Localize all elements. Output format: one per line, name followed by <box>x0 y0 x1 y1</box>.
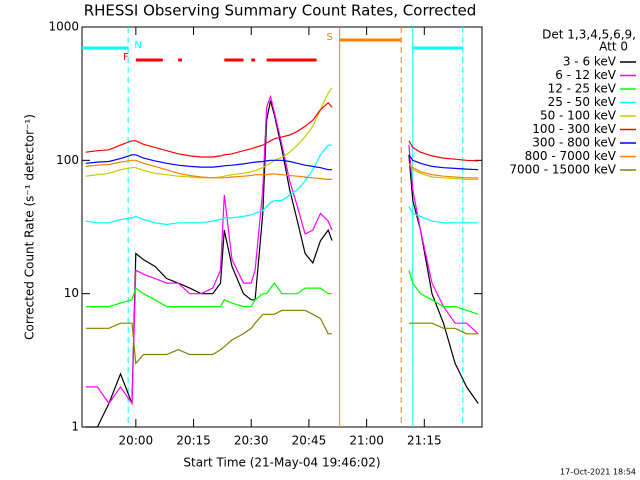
y-tick-label: 10 <box>64 286 79 300</box>
y-axis-label: Corrected Count Rate (s⁻¹ detector⁻¹) <box>23 114 37 340</box>
legend-label: 100 - 300 keV <box>532 122 616 136</box>
y-tick-label: 100 <box>56 153 79 167</box>
x-tick-label: 20:30 <box>234 434 269 448</box>
series-line <box>85 101 479 162</box>
y-tick-label: 1 <box>71 420 79 434</box>
x-tick-label: 20:00 <box>119 434 154 448</box>
legend-label: 3 - 6 keV <box>563 55 617 69</box>
legend-label: 800 - 7000 keV <box>525 149 617 163</box>
legend-header: Att 0 <box>599 40 628 54</box>
x-tick-label: 21:15 <box>407 434 442 448</box>
x-tick-label: 20:45 <box>292 434 327 448</box>
chart-title: RHESSI Observing Summary Count Rates, Co… <box>84 2 477 20</box>
legend-label: 12 - 25 keV <box>548 82 617 96</box>
legend-label: 6 - 12 keV <box>555 68 617 82</box>
legend-label: 25 - 50 keV <box>548 95 617 109</box>
footer: 17-Oct-2021 18:54 <box>560 468 636 477</box>
plot-frame <box>81 26 483 428</box>
x-tick-label: 21:00 <box>349 434 384 448</box>
flag-label: N <box>134 40 141 51</box>
legend-label: 300 - 800 keV <box>532 136 616 150</box>
x-axis-label: Start Time (21-May-04 19:46:02) <box>183 456 380 470</box>
series-line <box>85 94 479 406</box>
series-line <box>85 159 479 180</box>
x-tick-label: 20:15 <box>176 434 211 448</box>
flag-label: F <box>123 52 129 63</box>
series-line <box>85 154 479 171</box>
series-line <box>85 87 479 180</box>
y-tick-label: 1000 <box>48 20 79 34</box>
legend-header: Det 1,3,4,5,6,9, <box>542 28 636 42</box>
series-line <box>85 144 479 226</box>
legend-label: 50 - 100 keV <box>540 109 617 123</box>
series-line <box>85 309 479 365</box>
series-line <box>85 270 479 315</box>
flag-label: S <box>327 32 333 43</box>
series-line <box>85 100 479 428</box>
legend-label: 7000 - 15000 keV <box>509 163 616 177</box>
